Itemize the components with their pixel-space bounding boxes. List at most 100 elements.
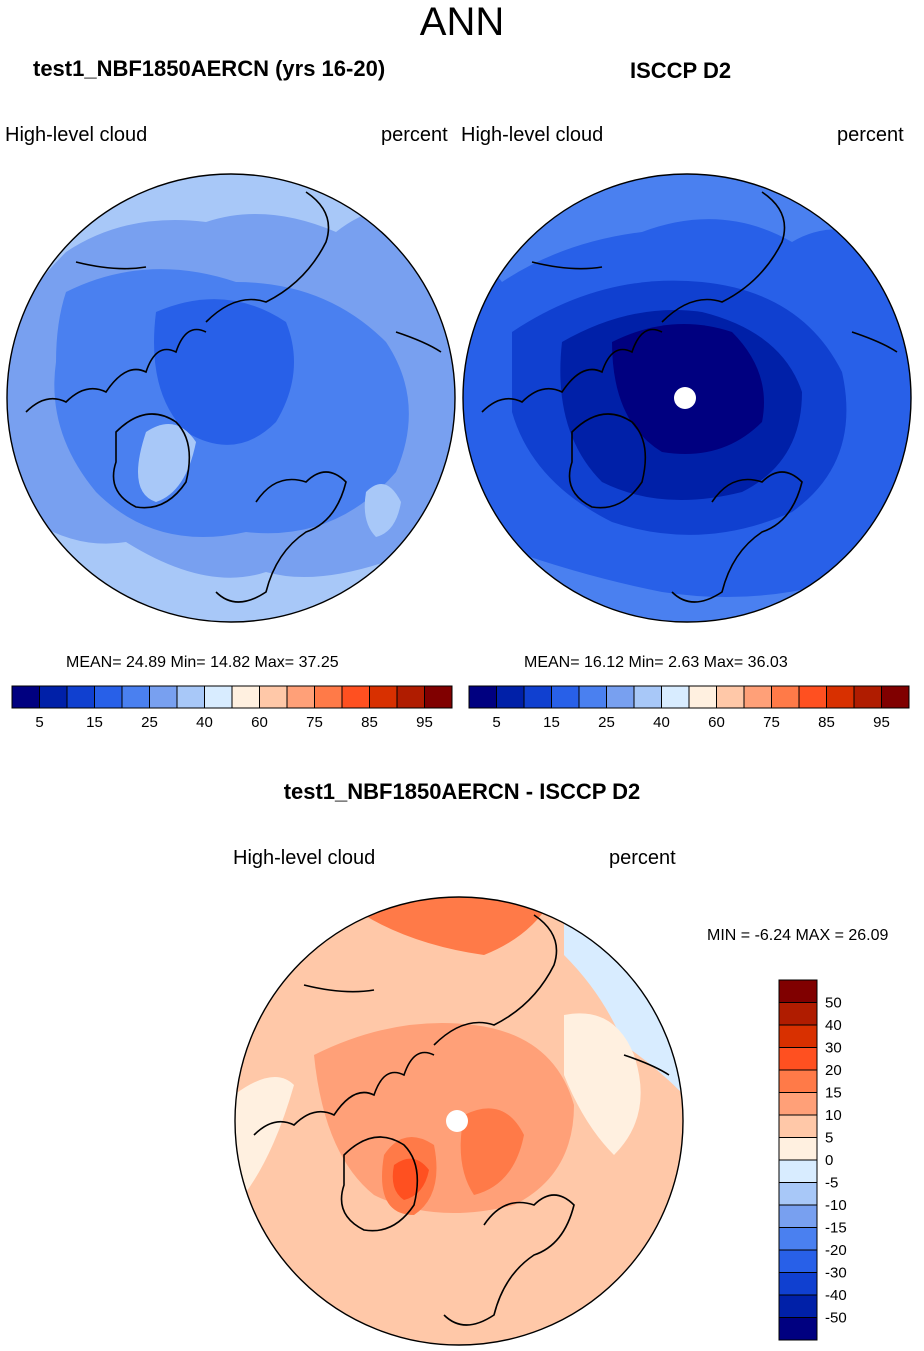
diff-colorbar-box [778,1047,818,1071]
obs-colorbar-label: 25 [598,714,615,731]
diff-coastline [433,914,558,1046]
obs-panel-title: ISCCP D2 [630,58,732,83]
obs-colorbar: 5 15 25 40 60 75 85 95 [468,685,910,731]
model-field-contour [138,424,196,502]
diff-panel-title: test1_NBF1850AERCN - ISCCP D2 [283,779,641,804]
model-coastline [25,328,207,413]
obs-colorbar-box [798,685,827,709]
obs-variable-label: High-level cloud [461,124,604,146]
diff-colorbar-label: -50 [825,1310,847,1327]
diff-colorbar-box [778,1069,818,1093]
model-colorbar-label: 95 [416,714,433,731]
obs-colorbar-box [743,685,772,709]
obs-coastline [481,328,663,413]
obs-colorbar-box [578,685,607,709]
diff-colorbar-box [778,1227,818,1251]
diff-colorbar-box [778,1159,818,1183]
obs-polar-map [462,173,912,623]
model-panel-title: test1_NBF1850AERCN (yrs 16-20) [33,56,386,81]
diff-colorbar-label: 50 [825,995,842,1012]
obs-colorbar-label: 75 [763,714,780,731]
diff-colorbar-label: 40 [825,1017,842,1034]
model-coastline [75,261,147,270]
model-colorbar-label: 85 [361,714,378,731]
obs-map-boundary [462,173,912,623]
model-variable-label: High-level cloud [5,124,148,146]
obs-colorbar-label: 85 [818,714,835,731]
diff-colorbar-label: -15 [825,1220,847,1237]
diff-colorbar-label: 20 [825,1062,842,1079]
obs-colorbar-label: 5 [492,714,500,731]
diff-coastline [623,1054,670,1076]
obs-colorbar-box [716,685,745,709]
obs-colorbar-box [523,685,552,709]
obs-colorbar-label: 60 [708,714,725,731]
diff-map-boundary [234,896,684,1346]
obs-coastline [531,261,603,270]
diff-colorbar-label: 5 [825,1130,833,1147]
model-colorbar-label: 75 [306,714,323,731]
diff-field-contour [364,897,554,955]
model-colorbar-box [94,685,123,709]
diff-colorbar-box [778,1272,818,1296]
diff-coastline [253,1051,435,1136]
model-field-contour [154,299,294,445]
model-colorbar-label: 25 [141,714,158,731]
model-colorbar-box [121,685,150,709]
diff-colorbar-label: 15 [825,1085,842,1102]
model-colorbar-box [286,685,315,709]
obs-units-label: percent [837,124,904,146]
obs-coastline [568,413,647,509]
obs-colorbar-box [826,685,855,709]
model-map-boundary [6,173,456,623]
diff-colorbar-label: 0 [825,1152,833,1169]
obs-colorbar-label: 40 [653,714,670,731]
model-colorbar-box [424,685,453,709]
diff-coastline [443,1194,575,1326]
diff-colorbar-box [778,1182,818,1206]
model-colorbar-box [314,685,343,709]
model-colorbar-label: 40 [196,714,213,731]
diff-colorbar-label: -5 [825,1175,838,1192]
diff-colorbar-box [778,1002,818,1026]
obs-colorbar-label: 95 [873,714,890,731]
model-colorbar-box [231,685,260,709]
diff-units-label: percent [609,847,676,869]
diff-colorbar-box [778,1249,818,1273]
model-stats: MEAN= 24.89 Min= 14.82 Max= 37.25 [66,654,339,671]
diff-stats: MIN = -6.24 MAX = 26.09 [707,927,889,944]
diff-colorbar-box [778,1114,818,1138]
obs-colorbar-box [468,685,497,709]
model-polar-map [6,173,456,623]
obs-colorbar-box [688,685,717,709]
model-coastline [215,471,347,603]
model-colorbar-box [341,685,370,709]
model-colorbar-label: 5 [35,714,43,731]
diff-field-contour [235,1077,294,1195]
model-colorbar-box [176,685,205,709]
diff-field-contour [460,1108,524,1195]
model-colorbar: 5 15 25 40 60 75 85 95 [11,685,453,731]
obs-colorbar-box [551,685,580,709]
model-coastline [112,413,191,509]
diff-colorbar-box [778,979,818,1003]
model-colorbar-box [396,685,425,709]
obs-colorbar-box [771,685,800,709]
obs-colorbar-label: 15 [543,714,560,731]
obs-colorbar-box [881,685,910,709]
diff-colorbar-label: -40 [825,1287,847,1304]
model-colorbar-box [66,685,95,709]
diff-field-contour [564,1013,641,1155]
model-field-contour [7,174,455,332]
model-colorbar-box [369,685,398,709]
diff-colorbar-label: 10 [825,1107,842,1124]
diff-variable-label: High-level cloud [233,847,376,869]
diff-colorbar-label: -10 [825,1197,847,1214]
obs-colorbar-box [853,685,882,709]
diff-coastline [340,1136,419,1232]
diff-missing-data-pole [446,1110,468,1132]
model-coastline [395,331,442,353]
diff-colorbar-box [778,1204,818,1228]
obs-coastline [661,191,786,323]
